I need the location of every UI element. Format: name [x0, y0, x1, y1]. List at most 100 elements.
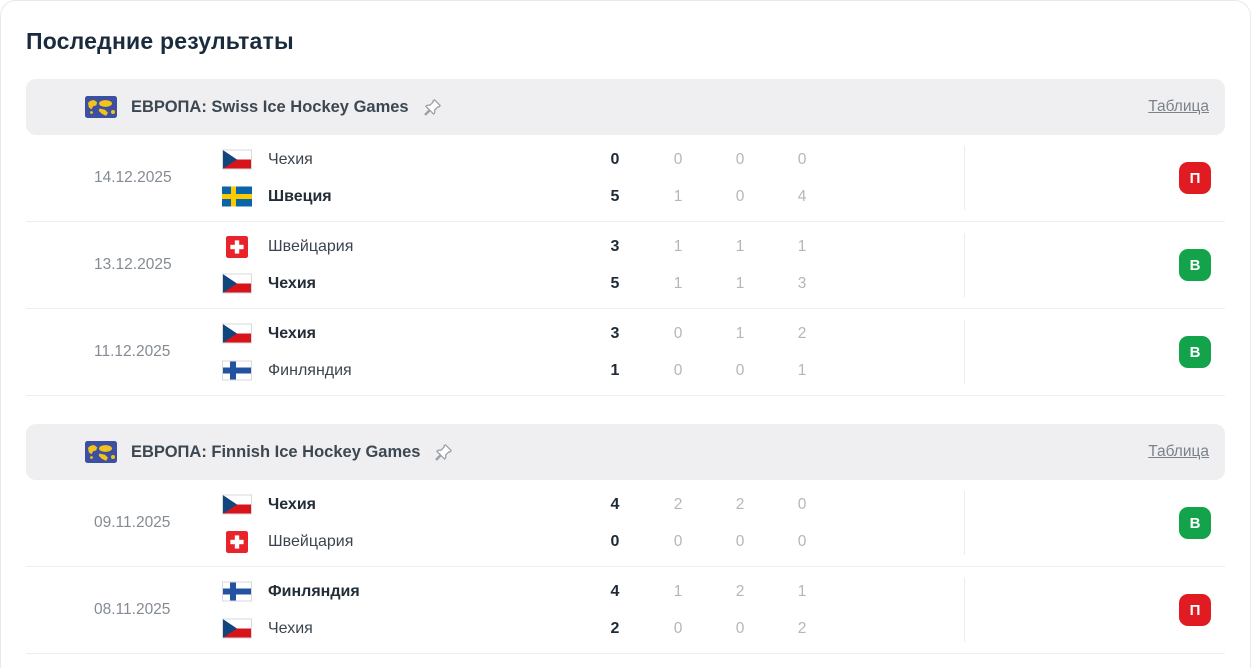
match-rows: 09.11.2025 Чехия 4 2 2 0 Швейцария 0 0 0… — [26, 480, 1225, 654]
match-date: 09.11.2025 — [94, 514, 171, 531]
match-date: 14.12.2025 — [94, 169, 172, 186]
team-name: Чехия — [268, 274, 316, 292]
total-score: 5 — [610, 187, 620, 205]
flag-fin-icon — [222, 581, 252, 603]
period-score: 1 — [735, 324, 745, 342]
result-badge: В — [1179, 249, 1211, 281]
away-team-line: Чехия 5 1 1 3 — [206, 273, 1225, 295]
league-name-link[interactable]: ЕВРОПА: Swiss Ice Hockey Games — [131, 97, 409, 116]
teams-block: Финляндия 4 1 2 1 Чехия 2 0 0 2 — [206, 581, 1225, 640]
period-score: 1 — [797, 361, 807, 379]
period-score: 2 — [797, 324, 807, 342]
period-score: 2 — [797, 619, 807, 637]
total-score: 1 — [610, 361, 620, 379]
match-row[interactable]: 11.12.2025 Чехия 3 0 1 2 Финляндия 1 0 0… — [26, 309, 1225, 396]
league-header: ЕВРОПА: Swiss Ice Hockey Games Таблица — [26, 79, 1225, 135]
period-score: 0 — [673, 324, 683, 342]
period-score: 1 — [797, 237, 807, 255]
total-score: 2 — [610, 619, 620, 637]
away-team-line: Финляндия 1 0 0 1 — [206, 360, 1225, 382]
match-date: 08.11.2025 — [94, 601, 171, 618]
table-link[interactable]: Таблица — [1148, 98, 1209, 115]
league-section: ЕВРОПА: Finnish Ice Hockey Games Таблица… — [1, 424, 1250, 654]
team-name: Швейцария — [268, 237, 354, 255]
period-score: 0 — [735, 150, 745, 168]
period-score: 0 — [735, 361, 745, 379]
result-badge: В — [1179, 336, 1211, 368]
total-score: 3 — [610, 324, 620, 342]
flag-cze-icon — [222, 323, 252, 345]
pin-icon[interactable] — [433, 442, 454, 463]
page-title: Последние результаты — [26, 28, 294, 54]
home-team-line: Финляндия 4 1 2 1 — [206, 581, 1225, 603]
total-score: 0 — [610, 532, 620, 550]
match-row[interactable]: 13.12.2025 Швейцария 3 1 1 1 Чехия 5 1 1… — [26, 222, 1225, 309]
europe-map-icon — [85, 441, 117, 463]
period-score: 2 — [735, 495, 745, 513]
teams-block: Чехия 3 0 1 2 Финляндия 1 0 0 1 — [206, 323, 1225, 382]
home-team-line: Чехия 3 0 1 2 — [206, 323, 1225, 345]
league-header: ЕВРОПА: Finnish Ice Hockey Games Таблица — [26, 424, 1225, 480]
period-score: 1 — [673, 274, 683, 292]
teams-block: Швейцария 3 1 1 1 Чехия 5 1 1 3 — [206, 235, 1225, 295]
flag-sui-icon — [222, 530, 252, 553]
period-score: 1 — [673, 237, 683, 255]
flag-fin-icon — [222, 360, 252, 382]
team-name: Чехия — [268, 150, 313, 168]
sections-container: ЕВРОПА: Swiss Ice Hockey Games Таблица 1… — [1, 79, 1250, 654]
league-section: ЕВРОПА: Swiss Ice Hockey Games Таблица 1… — [1, 79, 1250, 396]
home-team-line: Чехия 4 2 2 0 — [206, 494, 1225, 516]
total-score: 3 — [610, 237, 620, 255]
section-gap — [1, 396, 1250, 424]
score-divider — [964, 146, 965, 210]
period-score: 0 — [797, 150, 807, 168]
team-name: Чехия — [268, 495, 316, 513]
home-team-line: Швейцария 3 1 1 1 — [206, 235, 1225, 258]
period-score: 1 — [735, 237, 745, 255]
away-team-line: Чехия 2 0 0 2 — [206, 618, 1225, 640]
period-score: 0 — [735, 619, 745, 637]
period-score: 0 — [735, 187, 745, 205]
score-divider — [964, 578, 965, 642]
result-badge: П — [1179, 162, 1211, 194]
total-score: 4 — [610, 582, 620, 600]
team-name: Чехия — [268, 619, 313, 637]
league-name-link[interactable]: ЕВРОПА: Finnish Ice Hockey Games — [131, 442, 421, 461]
period-score: 0 — [673, 150, 683, 168]
flag-cze-icon — [222, 494, 252, 516]
period-score: 0 — [673, 361, 683, 379]
match-row[interactable]: 08.11.2025 Финляндия 4 1 2 1 Чехия 2 0 0… — [26, 567, 1225, 654]
match-row[interactable]: 09.11.2025 Чехия 4 2 2 0 Швейцария 0 0 0… — [26, 480, 1225, 567]
match-row[interactable]: 14.12.2025 Чехия 0 0 0 0 Швеция 5 1 0 4 … — [26, 135, 1225, 222]
result-badge: В — [1179, 507, 1211, 539]
away-team-line: Швеция 5 1 0 4 — [206, 186, 1225, 208]
period-score: 0 — [797, 495, 807, 513]
result-badge: П — [1179, 594, 1211, 626]
match-rows: 14.12.2025 Чехия 0 0 0 0 Швеция 5 1 0 4 … — [26, 135, 1225, 396]
score-divider — [964, 320, 965, 384]
flag-cze-icon — [222, 618, 252, 640]
away-team-line: Швейцария 0 0 0 0 — [206, 530, 1225, 553]
table-link[interactable]: Таблица — [1148, 443, 1209, 460]
period-score: 0 — [735, 532, 745, 550]
period-score: 1 — [673, 187, 683, 205]
home-team-line: Чехия 0 0 0 0 — [206, 149, 1225, 171]
team-name: Финляндия — [268, 361, 352, 379]
team-name: Швейцария — [268, 532, 354, 550]
total-score: 0 — [610, 150, 620, 168]
period-score: 1 — [735, 274, 745, 292]
score-divider — [964, 233, 965, 297]
flag-cze-icon — [222, 149, 252, 171]
flag-cze-icon — [222, 273, 252, 295]
period-score: 0 — [797, 532, 807, 550]
pin-icon[interactable] — [422, 97, 443, 118]
flag-sui-icon — [222, 235, 252, 258]
total-score: 5 — [610, 274, 620, 292]
flag-swe-icon — [222, 186, 252, 208]
team-name: Швеция — [268, 187, 332, 205]
match-date: 13.12.2025 — [94, 256, 172, 273]
period-score: 0 — [673, 532, 683, 550]
period-score: 4 — [797, 187, 807, 205]
period-score: 1 — [673, 582, 683, 600]
